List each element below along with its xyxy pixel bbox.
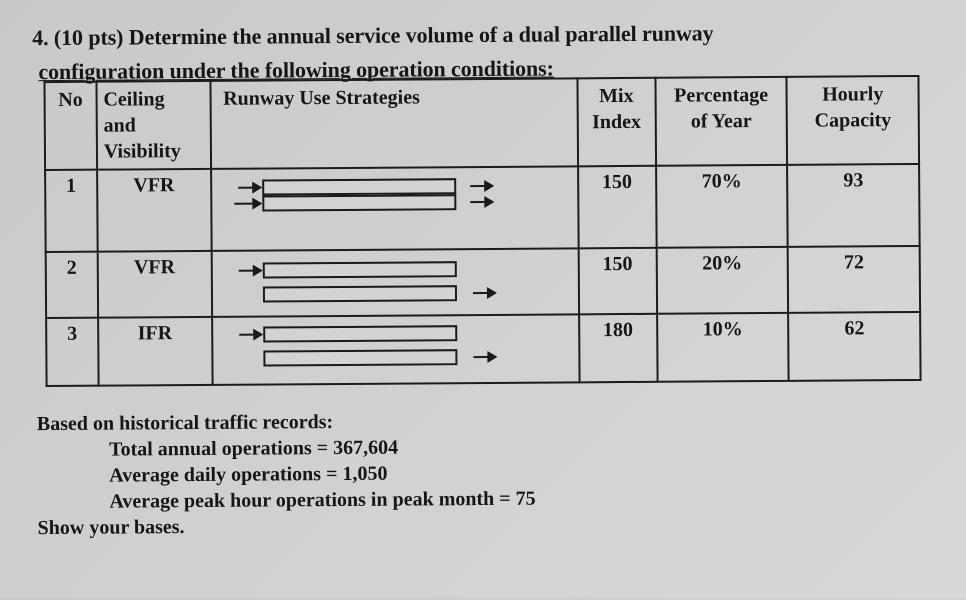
runway-bottom bbox=[262, 349, 458, 367]
runway-bottom bbox=[261, 194, 456, 212]
table-row: 1 VFR 150 70% 93 bbox=[45, 163, 920, 253]
cell-percentage-of-year: 10% bbox=[656, 312, 789, 382]
table-row: 2 VFR 150 20% 72 bbox=[45, 245, 921, 319]
cell-ceiling-visibility: VFR bbox=[96, 168, 212, 252]
operation-conditions-table: No Ceiling and Visibility Runway Use Str… bbox=[43, 75, 921, 387]
header-of-year-text: of Year bbox=[690, 110, 752, 133]
record-average-daily: Average daily operations = 1,050 bbox=[109, 462, 388, 487]
question-line-1: 4. (10 pts) Determine the annual service… bbox=[32, 20, 714, 51]
cell-no: 3 bbox=[46, 317, 99, 387]
header-hourly-capacity: Hourly Capacity bbox=[786, 75, 920, 165]
cell-hourly-capacity: 93 bbox=[787, 163, 920, 247]
cell-hourly-capacity: 62 bbox=[788, 311, 921, 381]
arrival-arrow-icon bbox=[233, 202, 260, 205]
arrival-arrow-icon bbox=[238, 333, 261, 336]
header-visibility-text: Visibility bbox=[103, 140, 181, 163]
arrival-arrow-icon bbox=[238, 269, 261, 272]
question-title: 4. (10 pts) Determine the annual service… bbox=[32, 20, 714, 85]
departure-arrow-icon bbox=[469, 200, 492, 204]
cell-ceiling-visibility: IFR bbox=[97, 316, 213, 386]
cell-mix-index: 150 bbox=[577, 165, 657, 249]
header-index-text: Index bbox=[591, 110, 642, 134]
header-hourly-text: Hourly bbox=[822, 83, 884, 106]
runway-bottom bbox=[262, 285, 457, 303]
cell-mix-index: 150 bbox=[578, 247, 657, 315]
cell-no: 1 bbox=[45, 169, 98, 253]
record-total-annual: Total annual operations = 367,604 bbox=[108, 436, 399, 461]
cell-no: 2 bbox=[45, 251, 98, 319]
cell-percentage-of-year: 70% bbox=[655, 164, 789, 248]
traffic-records: Based on historical traffic records: Tot… bbox=[37, 408, 536, 541]
header-mix-text: Mix bbox=[599, 84, 634, 108]
cell-hourly-capacity: 72 bbox=[788, 245, 921, 313]
departure-arrow-icon bbox=[472, 291, 495, 295]
header-ceiling-visibility: Ceiling and Visibility bbox=[96, 80, 211, 170]
table-header-row: No Ceiling and Visibility Runway Use Str… bbox=[44, 75, 920, 171]
runway-top bbox=[261, 178, 456, 196]
runway-top bbox=[262, 261, 457, 279]
cell-mix-index: 180 bbox=[578, 313, 658, 383]
departure-arrow-icon bbox=[472, 355, 496, 359]
header-mix-index: Mix Index bbox=[577, 77, 656, 167]
runway-diagram-mixed-ops bbox=[210, 166, 579, 251]
header-percentage-of-year: Percentage of Year bbox=[655, 76, 788, 166]
record-peak-hour: Average peak hour operations in peak mon… bbox=[109, 487, 536, 513]
cell-percentage-of-year: 20% bbox=[656, 246, 789, 314]
header-and-text: and bbox=[103, 114, 136, 137]
header-no: No bbox=[44, 81, 97, 171]
runway-diagram-segregated-ops bbox=[211, 314, 580, 385]
header-ceiling-text: Ceiling bbox=[103, 88, 165, 111]
runway-top bbox=[262, 325, 457, 343]
departure-arrow-icon bbox=[469, 184, 492, 188]
arrival-arrow-icon bbox=[237, 186, 260, 189]
table-row: 3 IFR 180 10% 62 bbox=[46, 311, 921, 387]
header-capacity-text: Capacity bbox=[814, 109, 892, 132]
header-percentage-text: Percentage bbox=[673, 84, 769, 107]
records-closing: Show your bases. bbox=[37, 516, 185, 540]
runway-diagram-segregated-ops bbox=[211, 248, 579, 317]
records-heading: Based on historical traffic records: bbox=[36, 411, 334, 436]
header-runway-use-strategies: Runway Use Strategies bbox=[210, 78, 578, 169]
cell-ceiling-visibility: VFR bbox=[97, 250, 212, 318]
